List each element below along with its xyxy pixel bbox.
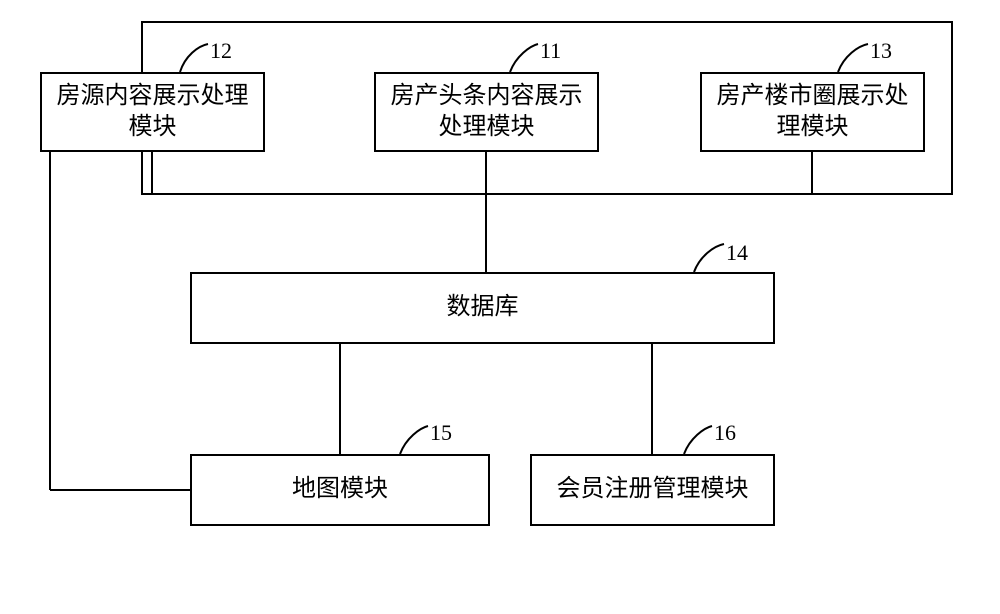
ref-callout (684, 426, 712, 454)
module-map: 地图模块 (190, 454, 490, 526)
module-housing-display: 房源内容展示处理模块 (40, 72, 265, 152)
ref-label-13: 13 (870, 38, 892, 64)
module-market-circle: 房产楼市圈展示处理模块 (700, 72, 925, 152)
ref-label-12: 12 (210, 38, 232, 64)
module-headline-display: 房产头条内容展示处理模块 (374, 72, 599, 152)
ref-label-11: 11 (540, 38, 561, 64)
ref-label-16: 16 (714, 420, 736, 446)
module-label: 房产楼市圈展示处理模块 (708, 81, 917, 143)
ref-callout (510, 44, 538, 72)
ref-label-15: 15 (430, 420, 452, 446)
module-label: 数据库 (447, 292, 519, 323)
ref-callout (400, 426, 428, 454)
module-label: 地图模块 (292, 474, 388, 505)
ref-label-14: 14 (726, 240, 748, 266)
module-label: 房源内容展示处理模块 (48, 81, 257, 143)
module-label: 会员注册管理模块 (557, 474, 749, 505)
module-database: 数据库 (190, 272, 775, 344)
module-label: 房产头条内容展示处理模块 (382, 81, 591, 143)
ref-callout (180, 44, 208, 72)
ref-callout (838, 44, 868, 72)
module-member-register: 会员注册管理模块 (530, 454, 775, 526)
ref-callout (694, 244, 724, 272)
